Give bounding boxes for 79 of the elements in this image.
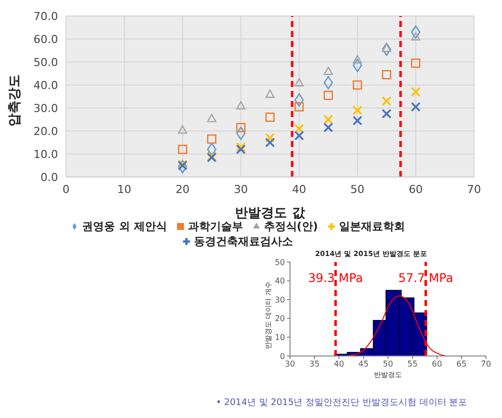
- x-tick-label: 50: [350, 182, 364, 196]
- x-tick-label: 65: [456, 360, 467, 369]
- point: [323, 122, 334, 132]
- point: [324, 76, 333, 90]
- legend-label: 일본재료학회: [338, 220, 405, 233]
- point: [352, 58, 362, 72]
- point: [382, 96, 392, 106]
- point: [411, 32, 420, 40]
- point: [410, 102, 421, 112]
- y-tick-label: 40.0: [34, 78, 58, 92]
- x-tick-label: 45: [358, 360, 369, 369]
- point: [265, 138, 275, 148]
- legend-label: 권영웅 외 제안식: [82, 220, 167, 233]
- point: [352, 105, 362, 116]
- y-tick-label: 70.0: [34, 10, 58, 23]
- y-tick-label: 20.0: [34, 124, 58, 138]
- point: [294, 130, 304, 140]
- y-tick-label: 10.0: [34, 148, 58, 161]
- point: [236, 101, 246, 110]
- point: [178, 160, 188, 174]
- point: [236, 122, 246, 132]
- legend-label: 동경건축재료검사소: [194, 235, 293, 248]
- y-axis-title: 압축강도: [8, 74, 23, 126]
- point: [324, 90, 333, 100]
- point: [324, 66, 333, 75]
- text: • 2014년 및 2015년 정밀안전진단 반발경도시험 데이터 분포: [216, 397, 468, 409]
- x-tick-label: 40: [334, 360, 344, 369]
- y-tick-label: 10: [274, 333, 285, 342]
- y-tick-label: 30.0: [34, 102, 58, 115]
- x-tick-label: 0: [62, 182, 70, 196]
- point: [265, 90, 275, 98]
- y-tick-label: 0.0: [40, 170, 58, 184]
- point: [236, 144, 246, 154]
- point: [236, 142, 246, 152]
- ref-line-label: 39.3 MPa: [308, 271, 364, 285]
- point: [207, 114, 216, 122]
- point: [178, 125, 188, 134]
- y-tick-label: 50.0: [34, 56, 58, 69]
- point: [382, 44, 392, 52]
- point: [382, 42, 392, 56]
- x-tick-label: 20: [176, 182, 190, 196]
- point: [294, 102, 304, 112]
- point: [352, 116, 362, 126]
- x-tick-label: 60: [432, 360, 442, 369]
- ref-line-label: 57.7 MPa: [398, 271, 454, 285]
- point: [265, 133, 275, 143]
- point: [294, 124, 304, 134]
- x-tick-label: 50: [382, 360, 394, 369]
- y-tick-label: 30: [274, 295, 285, 304]
- point: [236, 126, 246, 140]
- x-tick-label: 60: [408, 182, 423, 196]
- point: [294, 93, 304, 107]
- y-tick-label: 40: [274, 276, 285, 286]
- point: [265, 112, 275, 122]
- point: [410, 87, 421, 97]
- legend-label: 과학기술부: [188, 220, 243, 233]
- point: [352, 80, 362, 90]
- x-tick-label: 70: [480, 360, 492, 369]
- y-tick-label: 20: [274, 314, 285, 324]
- x-tick-label: 40: [292, 182, 306, 196]
- x-tick-label: 55: [407, 360, 418, 369]
- x-axis-title: 반발경도 값: [235, 206, 306, 221]
- point: [294, 78, 304, 86]
- point: [382, 108, 392, 119]
- legend-label: 추정식(안): [264, 220, 318, 233]
- point: [411, 58, 420, 68]
- x-tick-label: 70: [467, 182, 481, 196]
- x-tick-label: 30: [284, 360, 296, 369]
- x-tick-label: 30: [234, 182, 248, 196]
- y-tick-label: 50: [274, 258, 285, 267]
- y-tick-label: 0: [280, 352, 285, 361]
- y-tick-label: 60.0: [34, 32, 58, 46]
- point: [323, 114, 334, 124]
- x-tick-label: 10: [117, 182, 132, 196]
- point: [382, 70, 392, 80]
- point: [178, 144, 188, 154]
- point: [352, 55, 362, 64]
- x-tick-label: 35: [309, 360, 320, 369]
- point: [207, 134, 216, 144]
